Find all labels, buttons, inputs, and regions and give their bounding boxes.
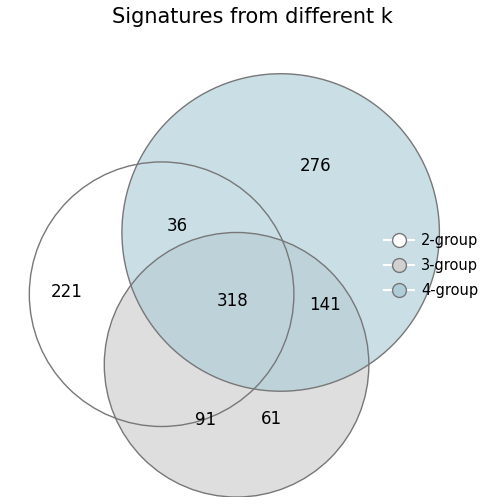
Text: 36: 36: [166, 217, 187, 235]
Circle shape: [104, 232, 369, 497]
Circle shape: [122, 74, 439, 391]
Text: 61: 61: [261, 410, 282, 427]
Text: 91: 91: [195, 411, 216, 429]
Text: 141: 141: [309, 296, 341, 314]
Title: Signatures from different k: Signatures from different k: [111, 7, 393, 27]
Text: 221: 221: [51, 283, 83, 301]
Text: 276: 276: [300, 157, 332, 175]
Legend: 2-group, 3-group, 4-group: 2-group, 3-group, 4-group: [377, 226, 485, 305]
Text: 318: 318: [216, 292, 248, 310]
